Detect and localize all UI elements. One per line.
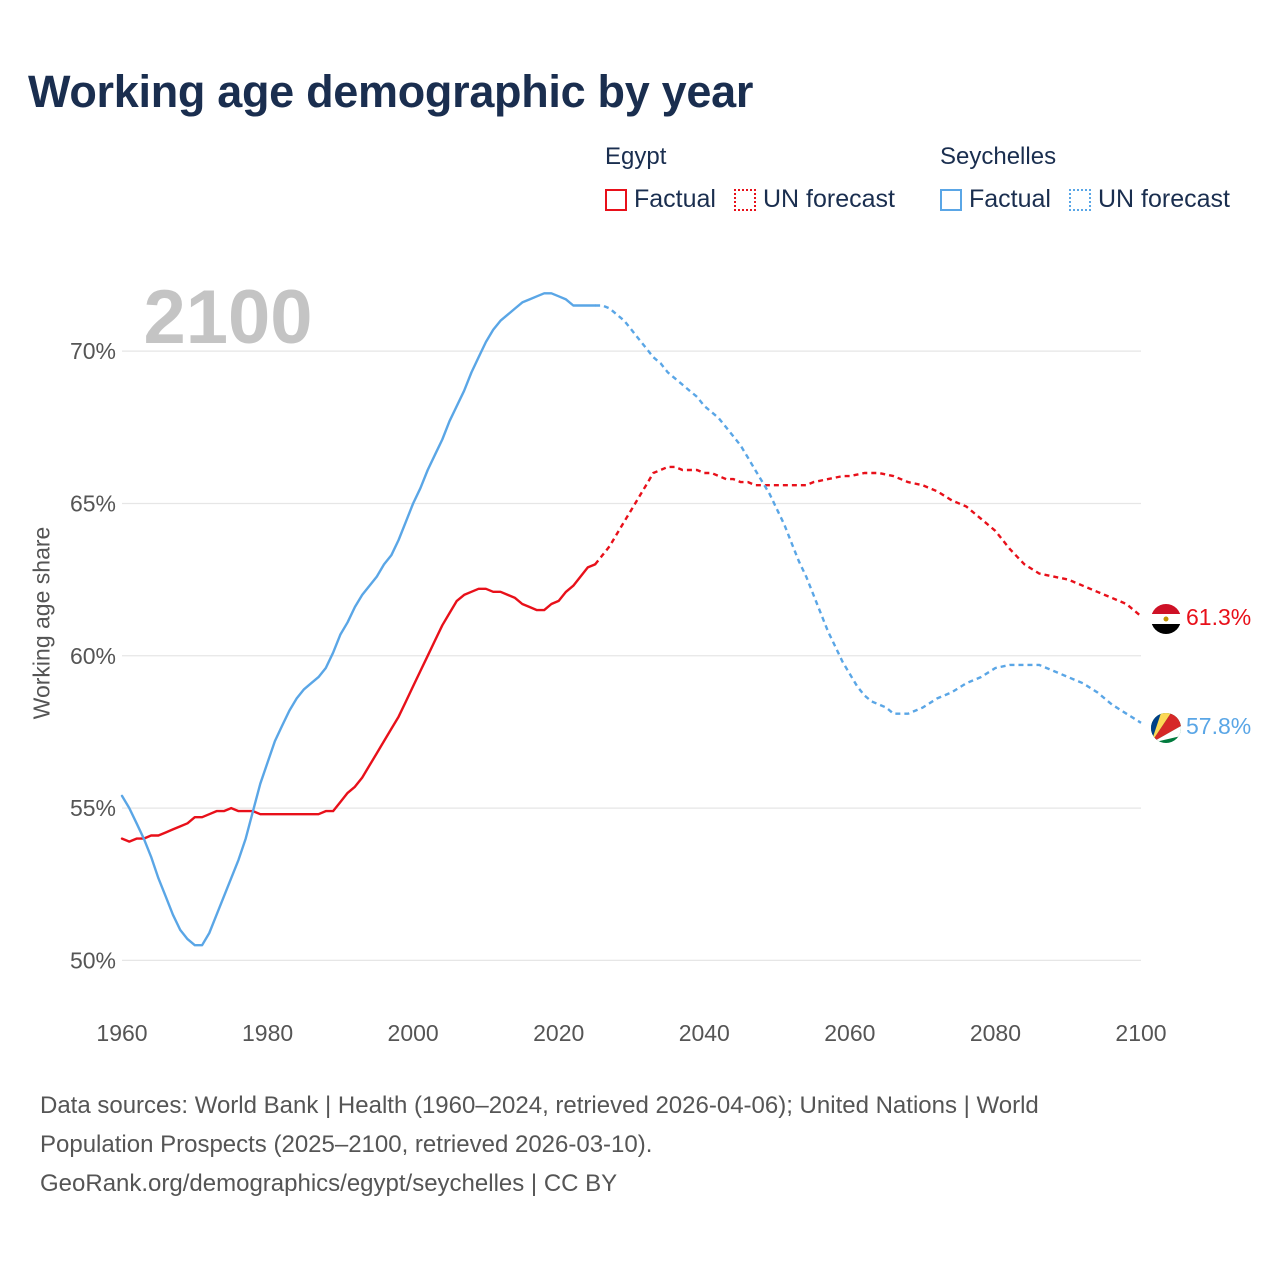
y-tick-label: 65%	[70, 490, 116, 516]
footer-sources: Data sources: World Bank | Health (1960–…	[40, 1086, 1220, 1203]
legend-swatch-dotted-icon	[1068, 188, 1091, 211]
x-tick-label: 2060	[824, 1020, 875, 1046]
x-axis-ticks: 1960 1980 2000 2020 2040 2060 2080 2100	[96, 1020, 1166, 1046]
x-tick-label: 2100	[1115, 1020, 1166, 1046]
footer-line: Data sources: World Bank | Health (1960–…	[40, 1092, 1039, 1119]
legend-egypt-factual[interactable]: Factual	[605, 185, 716, 214]
legend-label: Factual	[969, 185, 1051, 213]
y-tick-label: 50%	[70, 947, 116, 973]
y-axis-label: Working age share	[28, 526, 55, 720]
series-seychelles-factual-line[interactable]	[120, 292, 597, 947]
legend-swatch-dotted-icon	[733, 188, 756, 211]
end-label-seychelles: 57.8%	[1186, 713, 1251, 739]
x-tick-label: 2040	[679, 1020, 730, 1046]
series-seychelles-forecast-line[interactable]	[595, 304, 1142, 724]
legend-label: Factual	[634, 185, 716, 213]
x-tick-label: 2000	[388, 1020, 439, 1046]
x-tick-label: 1960	[96, 1020, 147, 1046]
legend-seychelles-factual[interactable]: Factual	[940, 185, 1051, 214]
legend-label: UN forecast	[1097, 185, 1230, 213]
legend-country-seychelles: Seychelles	[940, 143, 1057, 170]
legend-egypt: Egypt Factual UN forecast	[605, 143, 913, 214]
y-axis-ticks: 50% 55% 60% 65% 70%	[70, 338, 116, 973]
legend-swatch-solid-icon	[940, 188, 962, 211]
seychelles-flag-icon	[1151, 713, 1181, 743]
y-tick-label: 70%	[70, 338, 116, 364]
gridlines	[122, 350, 1141, 961]
x-tick-label: 2020	[533, 1020, 584, 1046]
series-lines	[120, 292, 1142, 947]
series-egypt-forecast-line[interactable]	[594, 465, 1142, 618]
footer-line: Population Prospects (2025–2100, retriev…	[40, 1131, 653, 1158]
y-tick-label: 55%	[70, 795, 116, 821]
chart-title: Working age demographic by year	[28, 66, 754, 117]
legend-country-egypt: Egypt	[605, 143, 667, 170]
x-tick-label: 1980	[242, 1020, 293, 1046]
egypt-flag-icon	[1151, 604, 1181, 634]
line-chart: 2100 50% 55% 60% 65% 70% 1960 1980 2000 2020 204…	[70, 275, 1251, 1046]
series-egypt-factual-line[interactable]	[120, 563, 597, 843]
legend-swatch-solid-icon	[605, 188, 627, 211]
legend-seychelles-forecast[interactable]: UN forecast	[1068, 185, 1230, 214]
footer-source-link[interactable]: GeoRank.org/demographics/egypt/seychelle…	[40, 1170, 618, 1197]
x-tick-label: 2080	[970, 1020, 1021, 1046]
legend-label: UN forecast	[762, 185, 895, 213]
y-tick-label: 60%	[70, 643, 116, 669]
year-watermark: 2100	[143, 275, 312, 360]
legend-seychelles: Seychelles Factual UN forecast	[940, 143, 1248, 214]
end-label-egypt: 61.3%	[1186, 604, 1251, 630]
legend-egypt-forecast[interactable]: UN forecast	[733, 185, 895, 214]
